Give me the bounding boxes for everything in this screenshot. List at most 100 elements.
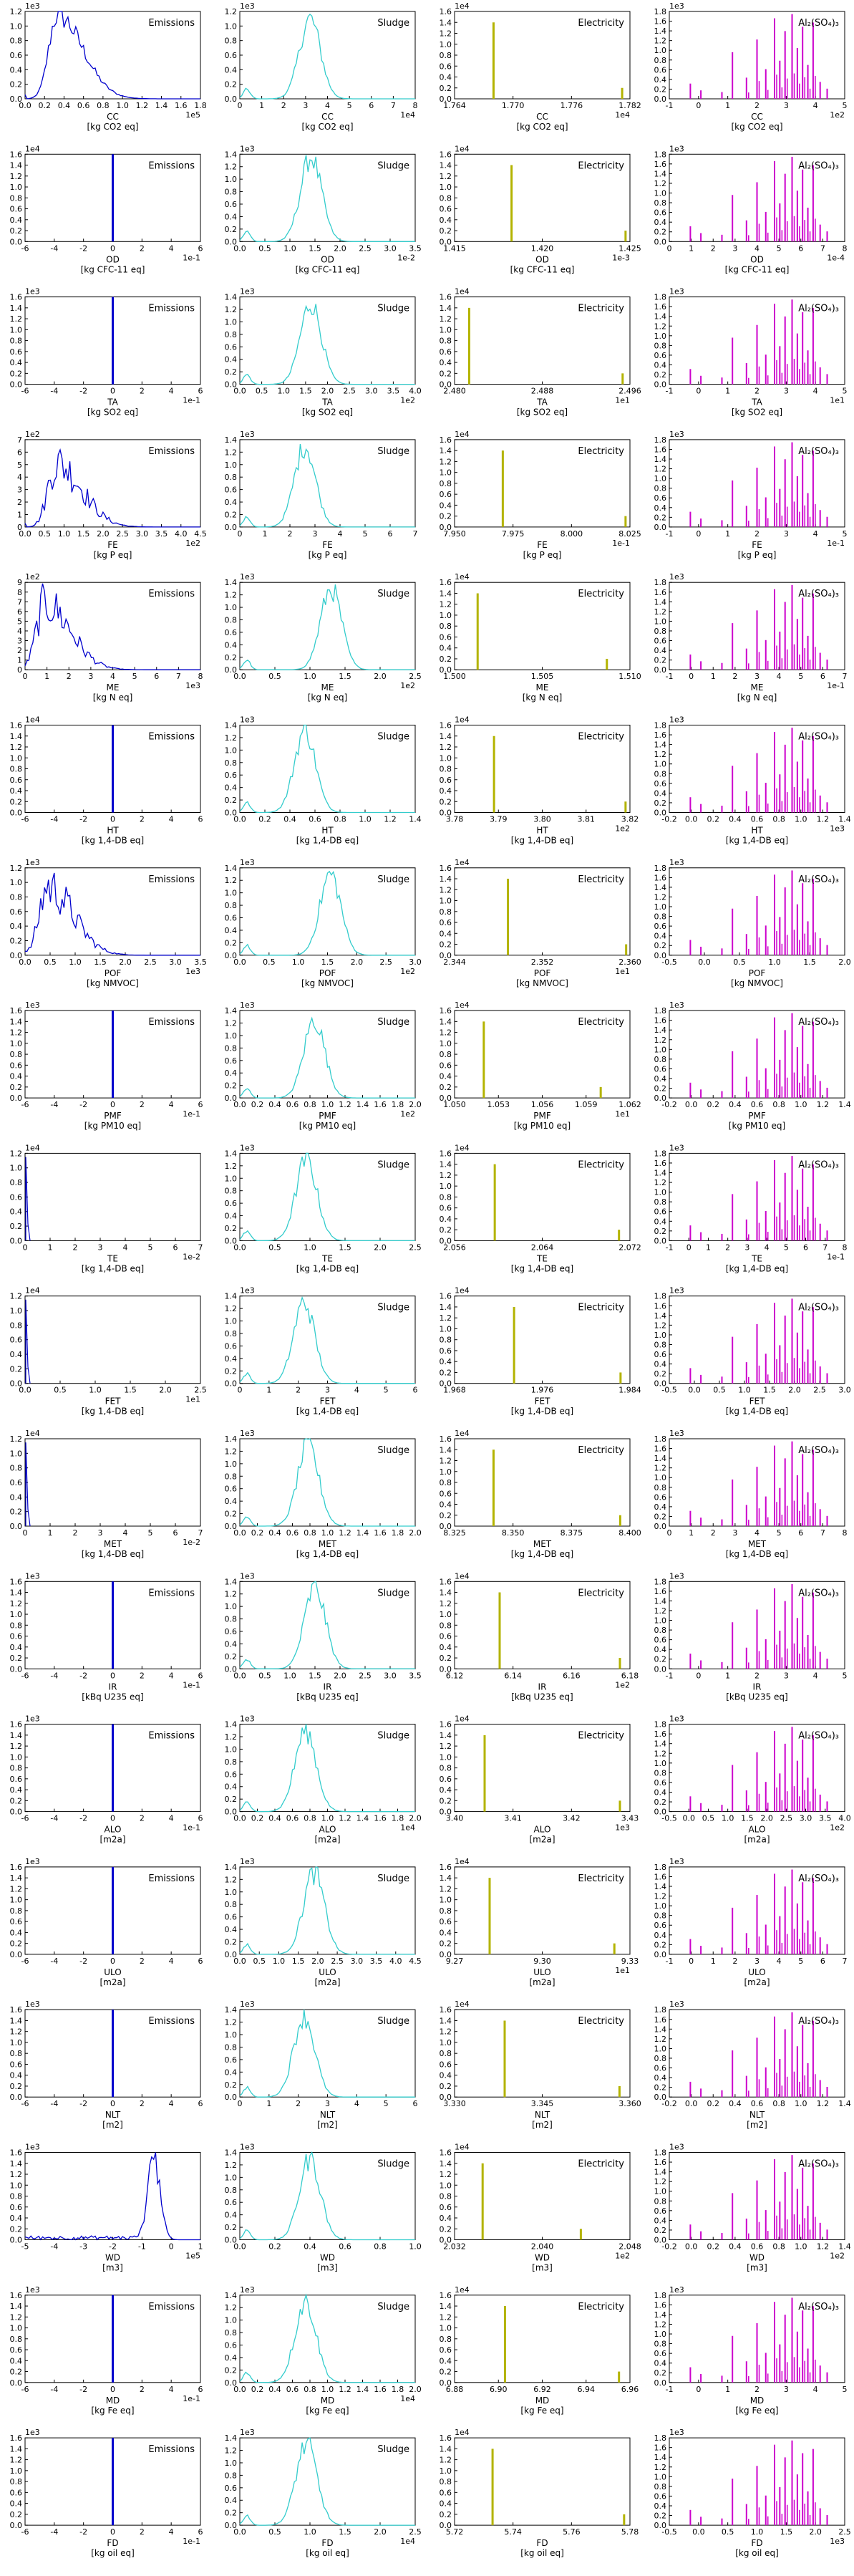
y-tick-label: 0.2 [225,367,238,377]
y-tick-label: 0.2 [10,80,23,90]
x-tick-label: -0.2 [661,1100,676,1109]
x-tick-label: 1.0 [116,101,129,110]
y-tick-label: 0.0 [654,1379,667,1389]
y-tick-label: 0.0 [654,1950,667,1959]
panel-pmf-3: -0.2 0.0 0.2 0.4 0.6 0.8 1.0 1.2 1.40.00.20.40.6… [654,1000,851,1131]
series-label: Electricity [578,160,624,171]
y-tick-label: 0.6 [225,1770,238,1779]
x-tick-label: 1.4 [356,1814,369,1823]
x-tick-label: 2.5 [379,957,392,967]
x-tick-label: 4 [354,2099,359,2108]
y-tick-label: 1.4 [654,1454,667,1463]
series-label: Al₂(SO₄)₃ [798,1017,839,1028]
y-tick-label: 0.0 [225,1950,238,1959]
plot-frame [239,725,416,813]
y-tick-label: 0.4 [225,2353,238,2363]
x-tick-label: 2 [73,1528,78,1538]
y-tick-label: 1.0 [654,617,667,626]
x-axis-label: NLT [749,2110,765,2120]
x-exponent: 1e4 [400,110,415,120]
y-tick-label: 1.0 [440,2324,452,2333]
x-tick-label: 2.0 [159,1386,172,1395]
y-exponent: 1e3 [240,287,255,296]
y-exponent: 1e4 [455,715,470,725]
y-tick-label: 1.4 [10,1731,23,1740]
y-exponent: 1e4 [455,1999,470,2009]
x-tick-label: -4 [50,1957,58,1966]
y-tick-label: 1.4 [440,589,452,598]
x-tick-label: 0 [110,243,115,253]
x-tick-label: 4 [325,101,330,110]
y-tick-label: 1.0 [654,189,667,198]
x-axis-unit: [kg 1,4-DB eq] [296,1263,359,1273]
x-tick-label: 6.18 [621,1671,639,1680]
y-tick-label: 0.6 [654,637,667,646]
x-tick-label: 4 [169,1671,174,1680]
y-exponent: 1e3 [25,858,40,867]
x-tick-label: 2.0 [374,2527,387,2537]
y-exponent: 1e4 [455,1857,470,1866]
x-tick-label: 6 [803,1243,808,1252]
x-axis-label: POF [749,968,766,978]
x-tick-label: 2 [140,387,145,396]
x-tick-label: 6 [820,1957,825,1966]
series-label: Sludge [377,589,409,599]
y-tick-label: 1.0 [440,1610,452,1619]
x-tick-label: 0 [23,1528,28,1538]
y-tick-label: 1.4 [440,1303,452,1312]
plot-frame [239,1010,416,1099]
y-tick-label: 0.0 [440,2093,452,2102]
y-tick-label: 1.6 [654,302,667,312]
x-tick-label: 3.5 [370,1957,383,1966]
y-tick-label: 1.0 [654,1901,667,1911]
x-tick-label: 0.6 [339,2242,351,2252]
y-tick-label: 0.6 [654,493,667,503]
x-tick-label: 2.488 [531,387,554,396]
x-exponent: 1e2 [400,396,415,405]
x-axis-label: FD [536,2538,548,2548]
x-tick-label: 0.8 [97,101,110,110]
x-axis-label: ALO [749,1825,766,1835]
x-axis-unit: [m2a] [529,1835,555,1845]
y-tick-label: 0.6 [654,922,667,931]
y-tick-label: 1.6 [440,1292,452,1301]
y-tick-label: 0.4 [10,2356,23,2365]
x-axis-label: FET [320,1396,336,1407]
x-axis-label: ULO [104,1967,122,1977]
x-axis-unit: [kg 1,4-DB eq] [82,836,144,846]
panel-ta-3: -1 0 1 2 3 4 50.00.20.40.60.81.01.21.41.61.81e… [654,287,848,418]
x-tick-label: 3.5 [194,957,207,967]
x-tick-label: 3 [784,2385,789,2394]
y-tick-label: 0.4 [440,929,452,938]
x-tick-label: -6 [21,2527,29,2537]
x-tick-label: 1 [48,1528,53,1538]
y-tick-label: 0.0 [654,1808,667,1817]
y-tick-label: 0.6 [225,1913,238,1922]
y-tick-label: 1.2 [10,1434,23,1444]
y-tick-label: 0.6 [225,2484,238,2493]
x-tick-label: 4 [813,2385,818,2394]
x-axis-label: NLT [105,2110,121,2120]
x-tick-label: 3.0 [838,1386,851,1395]
y-tick-label: 0.4 [10,2499,23,2509]
y-tick-label: 0.4 [440,1500,452,1510]
y-tick-label: 1.2 [654,1321,667,1330]
x-tick-label: 0.4 [268,1100,281,1109]
x-tick-label: 0.6 [751,1100,764,1109]
x-tick-label: 0.6 [286,1100,299,1109]
x-tick-label: 0.5 [253,1957,266,1966]
y-tick-label: 0.6 [225,2341,238,2350]
y-tick-label: 1.4 [654,1026,667,1035]
x-tick-label: 1.059 [575,1100,598,1109]
x-axis-unit: [kg P eq] [309,550,347,560]
y-tick-label: 0.4 [225,355,238,365]
y-tick-label: 0.8 [225,1900,238,1909]
x-axis-label: OD [106,254,120,264]
x-tick-label: 1.5 [94,957,107,967]
series-label: Al₂(SO₄)₃ [798,1159,839,1170]
panel-cc-1: 0 1 2 3 4 5 6 7 80.00.20.40.60.81.01.21e31e4CC[k… [225,1,418,132]
y-tick-label: 0.2 [225,2509,238,2518]
x-tick-label: 1.0 [292,957,305,967]
y-tick-label: 1.8 [654,435,667,445]
x-tick-label: 5 [363,529,368,539]
